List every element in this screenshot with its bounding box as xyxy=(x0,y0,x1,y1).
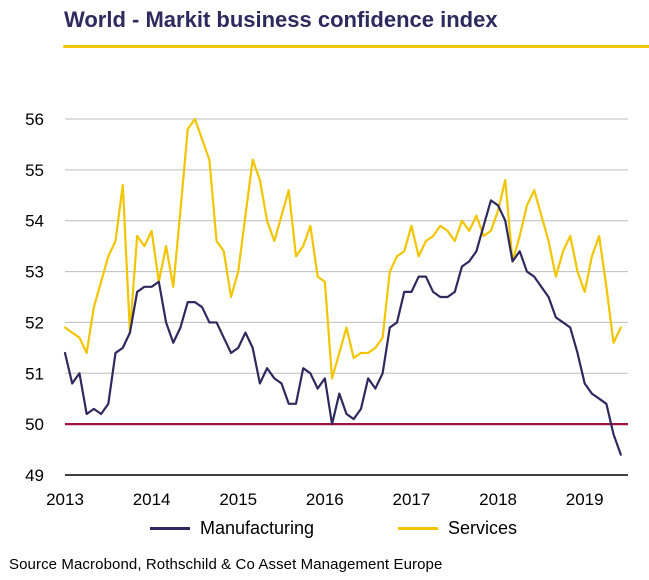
legend-label-services: Services xyxy=(448,518,518,538)
legend-swatch-services xyxy=(398,527,438,530)
x-tick-label: 2013 xyxy=(46,490,84,509)
chart-title: World - Markit business confidence index xyxy=(64,7,498,32)
x-tick-label: 2016 xyxy=(306,490,344,509)
series-line-manufacturing xyxy=(63,199,622,456)
y-tick-label: 56 xyxy=(25,110,44,129)
x-tick-label: 2015 xyxy=(219,490,257,509)
x-tick-label: 2017 xyxy=(393,490,431,509)
y-tick-label: 52 xyxy=(25,313,44,332)
legend-item-manufacturing: Manufacturing xyxy=(150,518,314,539)
legend-swatch-manufacturing xyxy=(150,527,190,530)
x-tick-label: 2018 xyxy=(479,490,517,509)
gridlines xyxy=(65,118,628,425)
legend-label-manufacturing: Manufacturing xyxy=(200,518,315,538)
y-tick-label: 49 xyxy=(25,466,44,485)
y-axis-ticks: 49 50 51 52 53 54 55 56 xyxy=(25,110,44,485)
y-tick-label: 51 xyxy=(25,364,44,383)
title-underline xyxy=(63,45,649,48)
series-line-services xyxy=(63,117,622,380)
y-tick-label: 50 xyxy=(25,415,44,434)
source-note: Source Macrobond, Rothschild & Co Asset … xyxy=(9,556,443,573)
y-tick-label: 54 xyxy=(25,212,44,231)
y-tick-label: 55 xyxy=(25,161,44,180)
legend: Manufacturing Services xyxy=(0,518,649,544)
x-tick-label: 2019 xyxy=(566,490,604,509)
legend-item-services: Services xyxy=(398,518,517,539)
x-tick-label: 2014 xyxy=(133,490,171,509)
y-tick-label: 53 xyxy=(25,263,44,282)
series-lines xyxy=(63,117,622,456)
x-axis-ticks: 2013 2014 2015 2016 2017 2018 2019 xyxy=(46,490,604,509)
